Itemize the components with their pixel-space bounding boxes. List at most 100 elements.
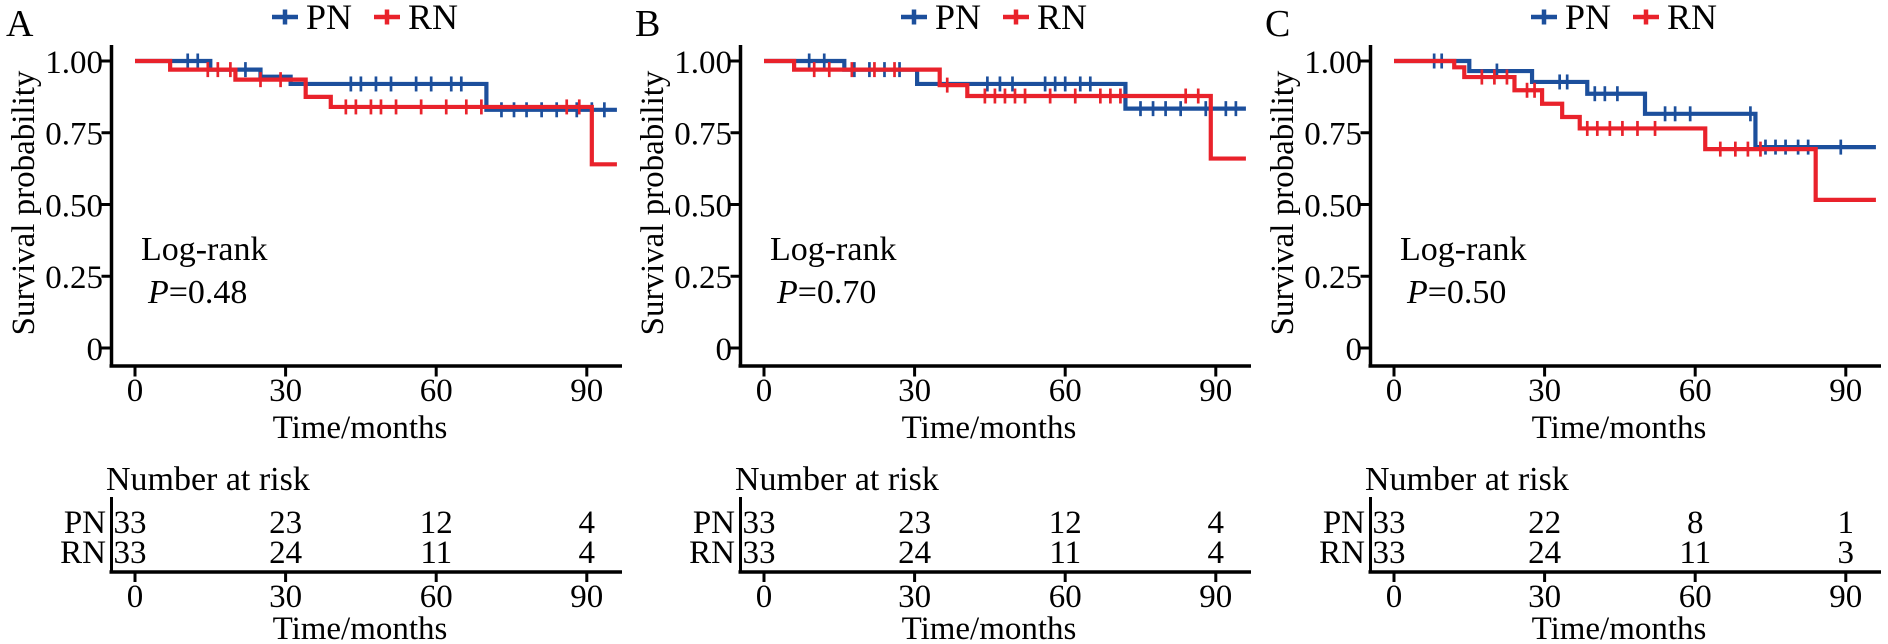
pn-legend-key-icon <box>901 9 928 25</box>
x-tick-label: 90 <box>570 373 603 409</box>
risk-row-label: RN <box>1319 535 1365 571</box>
p-value-label: P=0.70 <box>776 274 876 311</box>
risk-axis-tick-label: 90 <box>1200 579 1233 615</box>
survival-curve-pn <box>764 58 1247 111</box>
x-axis-title: Time/months <box>902 410 1077 446</box>
risk-row-label: PN <box>64 505 106 541</box>
p-value-symbol: P <box>776 274 798 311</box>
y-tick-label: 0 <box>1345 332 1361 368</box>
y-tick-label: 0.25 <box>675 260 733 296</box>
risk-axis-tick-label: 0 <box>127 579 144 615</box>
x-tick-label: 60 <box>1678 373 1711 409</box>
x-tick-label: 30 <box>898 373 931 409</box>
y-tick-label: 0.50 <box>45 189 103 225</box>
risk-axis-tick-label: 60 <box>1678 579 1711 615</box>
x-tick-label: 60 <box>1049 373 1082 409</box>
rn-legend-key-icon <box>373 9 400 25</box>
risk-count: 33 <box>114 505 147 541</box>
risk-count: 11 <box>1050 535 1082 571</box>
rn-legend-label: RN <box>1667 0 1717 37</box>
x-tick-label: 90 <box>1829 373 1862 409</box>
pn-legend-label: PN <box>935 0 981 37</box>
risk-table-header: Number at risk <box>735 461 939 498</box>
survival-curve-pn <box>134 58 617 112</box>
x-tick-label: 30 <box>1528 373 1561 409</box>
risk-count: 4 <box>1208 535 1225 571</box>
panel-letter: C <box>1265 3 1290 45</box>
y-tick-label: 0 <box>716 332 733 368</box>
y-axis-title: Survival probability <box>635 70 671 335</box>
survival-curve-pn <box>1393 58 1876 150</box>
risk-count: 24 <box>269 535 302 571</box>
risk-row-label: RN <box>689 535 735 571</box>
km-panel: B PN RN Survival probability Time/months… <box>635 0 1252 644</box>
y-tick-label: 0.50 <box>675 189 733 225</box>
p-value-label: P=0.50 <box>1406 274 1506 311</box>
y-tick-label: 0.75 <box>45 117 103 153</box>
risk-count: 33 <box>743 505 776 541</box>
risk-time-axis-title: Time/months <box>1531 611 1706 644</box>
survival-curves <box>134 53 617 167</box>
risk-count: 33 <box>114 535 147 571</box>
risk-count: 24 <box>1528 535 1561 571</box>
risk-axis-tick-label: 0 <box>1385 579 1402 615</box>
risk-count: 11 <box>420 535 452 571</box>
rn-legend-key-icon <box>1003 9 1030 25</box>
pn-legend-key-icon <box>271 9 298 25</box>
rn-legend-key-icon <box>1632 9 1659 25</box>
panel-letter: A <box>6 3 34 45</box>
risk-row-label: PN <box>693 505 735 541</box>
risk-count: 12 <box>1049 505 1082 541</box>
x-tick-label: 60 <box>420 373 453 409</box>
y-tick-label: 0.25 <box>45 260 103 296</box>
panel-letter: B <box>635 3 660 45</box>
risk-count: 3 <box>1837 535 1854 571</box>
risk-table-header: Number at risk <box>106 461 310 498</box>
survival-curve-rn <box>134 58 617 167</box>
logrank-label: Log-rank <box>1400 231 1526 268</box>
y-tick-label: 0.25 <box>1304 260 1362 296</box>
km-panel: C PN RN Survival probability Time/months… <box>1265 0 1881 644</box>
y-tick-label: 1.00 <box>675 45 733 81</box>
y-tick-label: 1.00 <box>1304 45 1362 81</box>
p-value-number: =0.48 <box>169 274 248 311</box>
axes: 1.00 0.75 0.50 0.25 00 30 60 90 <box>1304 45 1881 409</box>
p-value-symbol: P <box>147 274 169 311</box>
risk-count: 11 <box>1679 535 1711 571</box>
pn-legend-label: PN <box>1565 0 1611 37</box>
axes: 1.00 0.75 0.50 0.25 00 30 60 90 <box>675 45 1252 409</box>
risk-axis-tick-label: 60 <box>420 579 453 615</box>
risk-count: 33 <box>1372 505 1405 541</box>
risk-axis-tick-label: 60 <box>1049 579 1082 615</box>
risk-axis-tick-label: 90 <box>1829 579 1862 615</box>
legend: PN RN <box>271 0 458 37</box>
y-axis-title: Survival probability <box>1265 70 1301 335</box>
y-tick-label: 0.75 <box>675 117 733 153</box>
axes: 1.00 0.75 0.50 0.25 00 30 60 90 <box>45 45 622 409</box>
pn-legend-key-icon <box>1530 9 1557 25</box>
legend: PN RN <box>1530 0 1717 37</box>
risk-count: 4 <box>579 535 596 571</box>
x-tick-label: 30 <box>269 373 302 409</box>
number-at-risk-table: Number at risk Time/months 0 30 60 90 PN 33 23… <box>60 461 622 644</box>
x-tick-label: 0 <box>127 373 144 409</box>
risk-count: 12 <box>420 505 453 541</box>
survival-curves <box>764 53 1247 161</box>
number-at-risk-table: Number at risk Time/months 0 30 60 90 PN 33 22… <box>1319 461 1881 644</box>
risk-count: 1 <box>1837 505 1854 541</box>
risk-axis-tick-label: 90 <box>570 579 603 615</box>
number-at-risk-table: Number at risk Time/months 0 30 60 90 PN 33 23… <box>689 461 1252 644</box>
risk-count: 23 <box>898 505 931 541</box>
logrank-label: Log-rank <box>141 231 267 268</box>
p-value-number: =0.70 <box>798 274 877 311</box>
y-tick-label: 0 <box>86 332 102 368</box>
p-value-symbol: P <box>1406 274 1428 311</box>
risk-row-label: PN <box>1322 505 1364 541</box>
survival-curve-rn <box>1393 58 1876 203</box>
risk-count: 33 <box>1372 535 1405 571</box>
pn-legend-label: PN <box>306 0 352 37</box>
logrank-label: Log-rank <box>770 231 896 268</box>
x-tick-label: 90 <box>1200 373 1233 409</box>
y-tick-label: 0.75 <box>1304 117 1362 153</box>
